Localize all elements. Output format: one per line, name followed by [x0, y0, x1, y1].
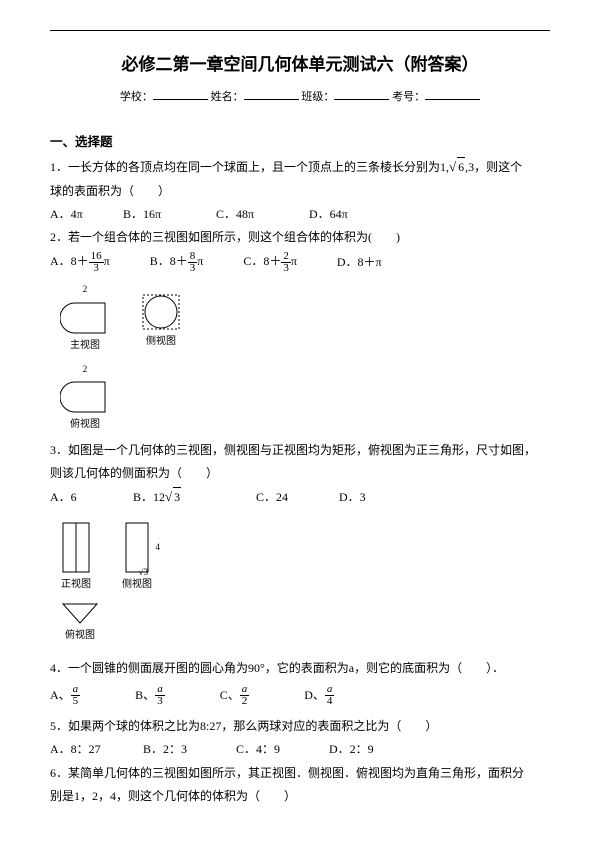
- examno-blank: [425, 88, 480, 100]
- q6-text2: 别是1，2，4，则这个几何体的体积为（ ）: [50, 787, 550, 806]
- q4-opt-b: B、a3: [135, 684, 165, 707]
- q5-opt-c: C．4：9: [236, 740, 326, 759]
- q2-opt-a: A．8＋163π: [50, 251, 110, 274]
- q3-fig-side: 4 √3 侧视图: [122, 520, 152, 593]
- q5-text: 5．如果两个球的体积之比为8:27，那么两球对应的表面积之比为（ ）: [50, 717, 550, 736]
- q4-opt-a: A、a5: [50, 684, 80, 707]
- q4-options: A、a5 B、a3 C、a2 D、a4: [50, 684, 550, 707]
- q3-fig3-label: 俯视图: [65, 628, 95, 644]
- q3-opt-a: A．6: [50, 488, 130, 507]
- q5-opt-d: D．2：9: [329, 740, 374, 759]
- q5-opt-a: A．8：27: [50, 740, 140, 759]
- q3-figures-row2: 俯视图: [60, 601, 550, 644]
- q1-text-b: ,3，则这个: [465, 160, 522, 174]
- q2-text: 2．若一个组合体的三视图如图所示，则这个组合体的体积为( ): [50, 228, 550, 247]
- q6-text1: 6．某简单几何体的三视图如图所示，其正视图．侧视图．俯视图均为直角三角形，面积分: [50, 764, 550, 783]
- q2-fig-front: 2 主视图: [60, 282, 110, 353]
- q1-opt-a: A．4π: [50, 205, 120, 224]
- page-title: 必修二第一章空间几何体单元测试六（附答案）: [50, 51, 550, 78]
- q3-top-view-svg: [60, 601, 100, 626]
- name-label: 姓名：: [211, 91, 244, 103]
- q2-fig-top: 2 俯视图: [60, 362, 110, 433]
- q3-text2: 则该几何体的侧面积为（ ）: [50, 464, 550, 483]
- q2-figures-row1: 2 主视图 侧视图: [60, 282, 550, 353]
- class-label: 班级：: [301, 91, 334, 103]
- q4-text: 4．一个圆锥的侧面展开图的圆心角为90°，它的表面积为a，则它的底面积为（ ）．: [50, 659, 550, 678]
- q3-fig1-label: 正视图: [61, 577, 91, 593]
- info-line: 学校： 姓名： 班级： 考号：: [50, 88, 550, 107]
- q3-dim-w: √3: [139, 565, 148, 579]
- q2-options: A．8＋163π B．8＋83π C．8＋23π D．8＋π: [50, 251, 550, 274]
- q2-top-view-svg: [60, 377, 110, 415]
- q2-front-view-svg: [60, 298, 110, 336]
- q2-opt-c: C．8＋23π: [243, 251, 297, 274]
- q2-opt-d: D．8＋π: [337, 253, 382, 272]
- q3-dim-h: 4: [156, 540, 161, 554]
- q1-opt-c: C．48π: [216, 205, 306, 224]
- q1-opt-d: D．64π: [309, 205, 348, 224]
- q2-figures-row2: 2 俯视图: [60, 362, 550, 433]
- q1-text-a: 1．一长方体的各顶点均在同一个球面上，且一个顶点上的三条棱长分别为1,: [50, 160, 449, 174]
- q3-front-view-svg: [60, 520, 92, 575]
- school-label: 学校：: [120, 91, 153, 103]
- q2-opt-b: B．8＋83π: [150, 251, 204, 274]
- q2-side-view-svg: [140, 292, 182, 332]
- q2-fig3-label: 俯视图: [70, 417, 100, 433]
- q2-fig1-label: 主视图: [70, 338, 100, 354]
- q1-sqrt: 6: [457, 157, 465, 177]
- q3-text1: 3．如图是一个几何体的三视图，侧视图与正视图均为矩形，俯视图为正三角形，尺寸如图…: [50, 441, 550, 460]
- q2-fig-side: 侧视图: [140, 282, 182, 353]
- examno-label: 考号：: [392, 91, 425, 103]
- q3-opt-b: B．12√3: [133, 487, 253, 508]
- q1-options: A．4π B．16π C．48π D．64π: [50, 205, 550, 224]
- q1-text: 1．一长方体的各顶点均在同一个球面上，且一个顶点上的三条棱长分别为1,√6,3，…: [50, 157, 550, 178]
- q4-opt-d: D、a4: [304, 684, 334, 707]
- q3-opt-c: C．24: [256, 488, 336, 507]
- q3-opt-d: D．3: [339, 488, 366, 507]
- page-top-rule: [50, 30, 550, 31]
- q3-figures-row1: 正视图 4 √3 侧视图: [60, 520, 550, 593]
- q3-fig-front: 正视图: [60, 520, 92, 593]
- school-blank: [153, 88, 208, 100]
- q4-opt-c: C、a2: [220, 684, 250, 707]
- q2-dim-1: 2: [83, 282, 88, 296]
- q1-opt-b: B．16π: [123, 205, 213, 224]
- q5-opt-b: B．2：3: [143, 740, 233, 759]
- class-blank: [334, 88, 389, 100]
- name-blank: [244, 88, 299, 100]
- section-1-header: 一、选择题: [50, 132, 550, 152]
- q5-options: A．8：27 B．2：3 C．4：9 D．2：9: [50, 740, 550, 759]
- q3-fig-top: 俯视图: [60, 601, 100, 644]
- q3-options: A．6 B．12√3 C．24 D．3: [50, 487, 550, 508]
- q2-fig2-label: 侧视图: [146, 334, 176, 350]
- q1-text-c: 球的表面积为（ ）: [50, 182, 550, 201]
- q2-dim-2: 2: [83, 362, 88, 376]
- q3-fig2-label: 侧视图: [122, 577, 152, 593]
